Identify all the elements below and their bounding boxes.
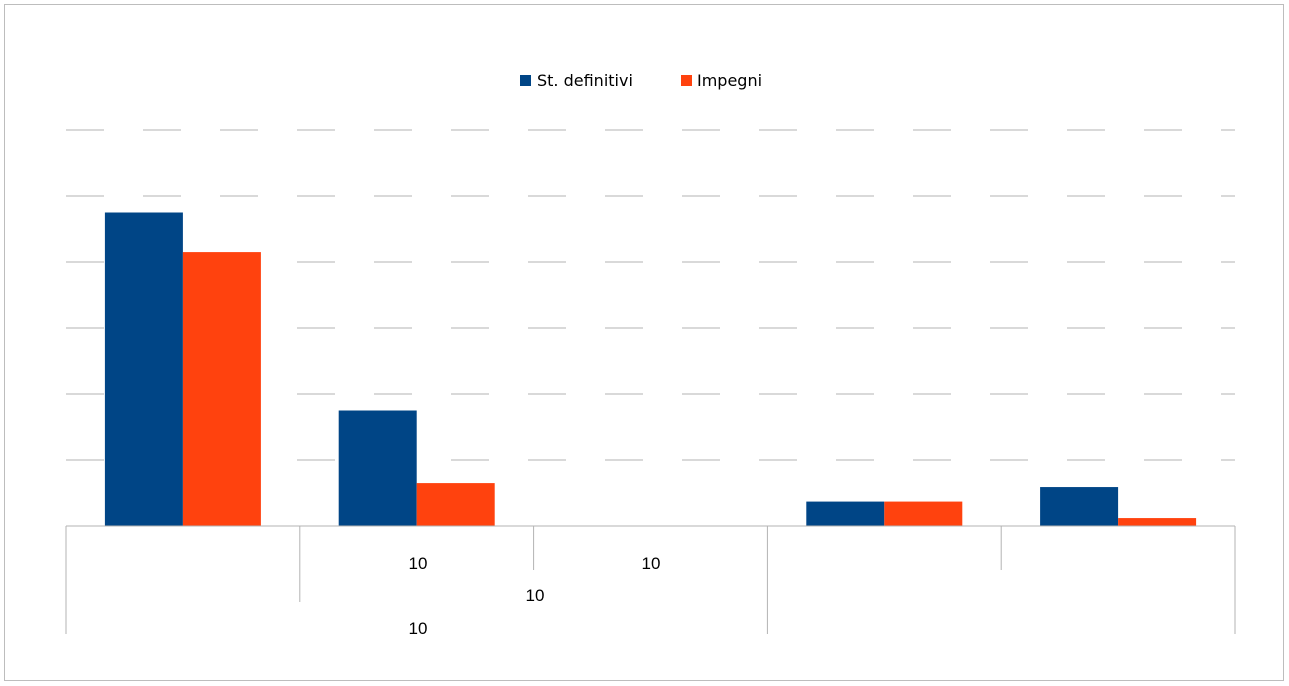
legend-swatch-st-definitivi [520, 75, 531, 86]
legend-label-impegni: Impegni [697, 71, 762, 90]
legend-swatch-impegni [681, 75, 692, 86]
bar-impegni-4 [884, 501, 963, 526]
bar-impegni-2 [416, 483, 495, 526]
x-tick-label: 10 [409, 619, 428, 638]
bar-impegni-5 [1118, 518, 1197, 526]
legend: St. definitivi Impegni [520, 71, 762, 90]
bar-st-definitivi-5 [1040, 487, 1119, 526]
bar-impegni-1 [182, 252, 261, 526]
bars [104, 212, 1197, 526]
bar-st-definitivi-4 [806, 501, 885, 526]
bar-st-definitivi-2 [338, 410, 417, 526]
x-tick-labels: 10 10 10 10 [409, 554, 661, 638]
x-tick-label: 10 [409, 554, 428, 573]
legend-label-st-definitivi: St. definitivi [537, 71, 633, 90]
x-axis [65, 525, 1236, 634]
x-tick-label: 10 [642, 554, 661, 573]
bar-st-definitivi-1 [104, 212, 183, 526]
x-tick-label: 10 [526, 586, 545, 605]
